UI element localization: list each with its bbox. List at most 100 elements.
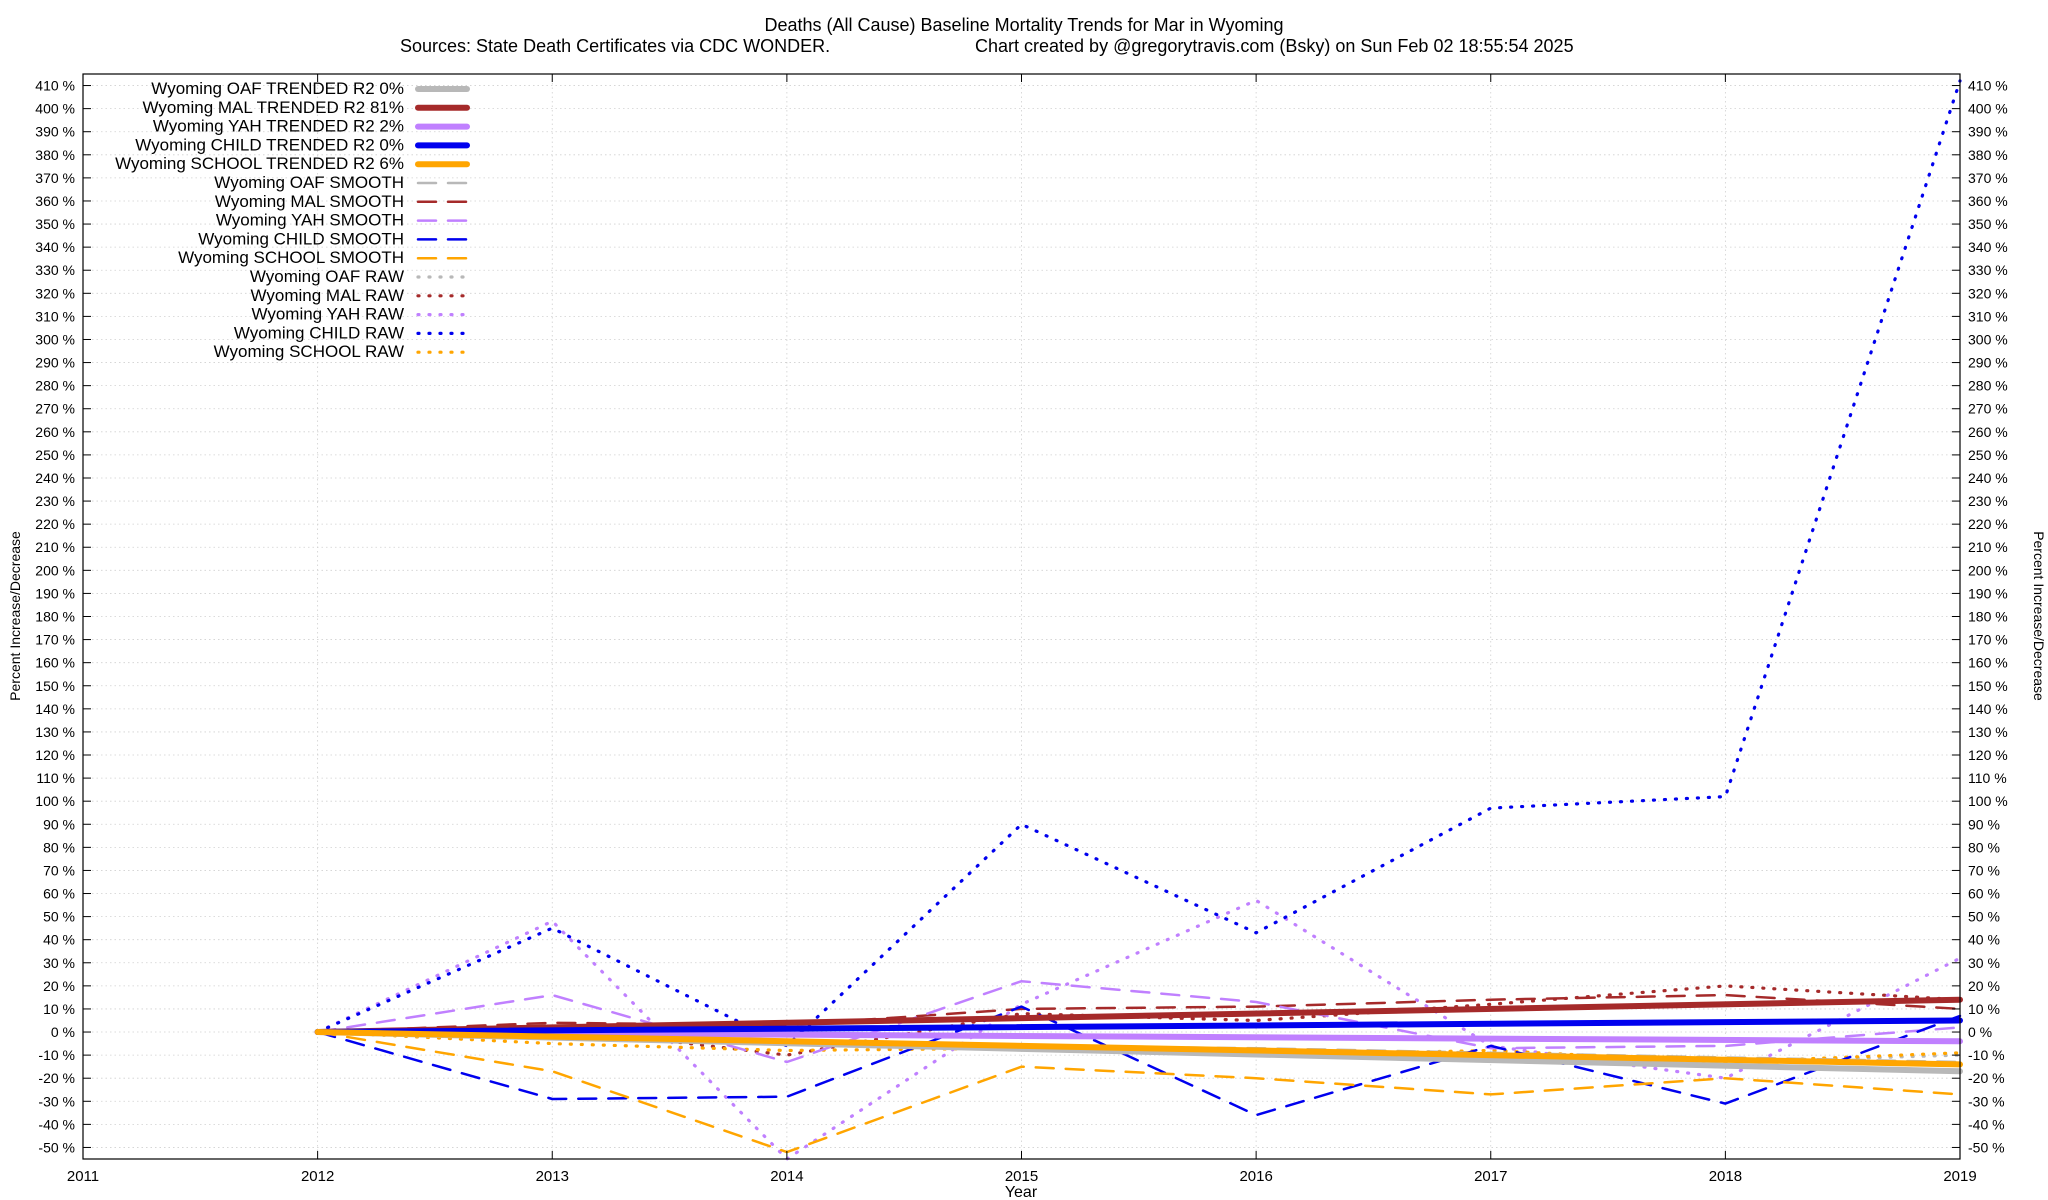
y-tick-label-right: 30 %: [1968, 955, 2000, 971]
y-tick-label: 10 %: [43, 1001, 75, 1017]
y-tick-label: 390 %: [35, 124, 75, 140]
y-tick-label-right: 20 %: [1968, 978, 2000, 994]
y-tick-label-right: 50 %: [1968, 909, 2000, 925]
y-tick-label-right: 200 %: [1968, 562, 2008, 578]
y-tick-label-right: 260 %: [1968, 424, 2008, 440]
series-line-2: [314, 1029, 1963, 1045]
y-tick-label-right: -10 %: [1968, 1047, 2005, 1063]
y-tick-label-right: 230 %: [1968, 493, 2008, 509]
legend-label: Wyoming CHILD SMOOTH: [198, 229, 404, 248]
y-tick-label: 370 %: [35, 170, 75, 186]
y-tick-label: 60 %: [43, 886, 75, 902]
y-tick-label: 290 %: [35, 355, 75, 371]
y-tick-label-right: 40 %: [1968, 932, 2000, 948]
y-tick-label: 180 %: [35, 609, 75, 625]
y-tick-label-right: 110 %: [1968, 770, 2007, 786]
y-tick-label-right: -50 %: [1968, 1139, 2005, 1155]
y-tick-label: 220 %: [35, 516, 75, 532]
y-tick-label-right: 370 %: [1968, 170, 2008, 186]
y-axis-label-right: Percent Increase/Decrease: [2031, 531, 2047, 701]
y-tick-label: -10 %: [38, 1047, 75, 1063]
y-tick-label-right: 350 %: [1968, 216, 2008, 232]
legend-label: Wyoming MAL SMOOTH: [215, 192, 404, 211]
y-tick-label-right: 300 %: [1968, 331, 2008, 347]
y-tick-label-right: 380 %: [1968, 147, 2008, 163]
series-line-13: [316, 79, 1962, 1048]
legend-label: Wyoming OAF SMOOTH: [214, 173, 404, 192]
chart-title: Deaths (All Cause) Baseline Mortality Tr…: [764, 15, 1283, 35]
y-tick-label: 280 %: [35, 378, 75, 394]
y-tick-label: 320 %: [35, 285, 75, 301]
y-tick-label: 230 %: [35, 493, 75, 509]
x-tick-label: 2015: [1005, 1168, 1038, 1185]
y-tick-label: 210 %: [35, 539, 75, 555]
y-tick-label: 120 %: [35, 747, 75, 763]
y-tick-label-right: 270 %: [1968, 401, 2008, 417]
legend-label: Wyoming OAF RAW: [250, 267, 404, 286]
y-tick-label: 240 %: [35, 470, 75, 486]
axis-ticks: 410 % 410 % 400 % 400 % 390 % 390 % 380 % 380 %…: [35, 74, 2008, 1185]
series-line-14: [316, 1030, 1962, 1064]
legend-label: Wyoming CHILD RAW: [234, 323, 404, 342]
y-tick-label-right: 280 %: [1968, 378, 2008, 394]
y-tick-label-right: 170 %: [1968, 632, 2008, 648]
y-tick-label: 110 %: [36, 770, 75, 786]
legend-label: Wyoming MAL TRENDED R2 81%: [142, 98, 404, 117]
x-tick-label: 2018: [1709, 1168, 1742, 1185]
legend: Wyoming OAF TRENDED R2 0%Wyoming MAL TRE…: [115, 79, 470, 361]
y-tick-label: 410 %: [35, 78, 75, 94]
y-tick-label: 140 %: [35, 701, 75, 717]
y-tick-label-right: 150 %: [1968, 678, 2008, 694]
chart-subtitle-right: Chart created by @gregorytravis.com (Bsk…: [975, 36, 1574, 56]
y-tick-label-right: 140 %: [1968, 701, 2008, 717]
y-tick-label-right: -30 %: [1968, 1093, 2005, 1109]
y-tick-label: 50 %: [43, 909, 75, 925]
legend-label: Wyoming CHILD TRENDED R2 0%: [135, 135, 404, 154]
y-tick-label: 160 %: [35, 655, 75, 671]
y-tick-label: 30 %: [43, 955, 75, 971]
y-tick-label-right: 190 %: [1968, 585, 2008, 601]
y-tick-label: 270 %: [35, 401, 75, 417]
y-tick-label-right: 320 %: [1968, 285, 2008, 301]
series-line-8: [316, 1005, 1962, 1117]
y-tick-label-right: 80 %: [1968, 839, 2000, 855]
y-tick-label-right: 120 %: [1968, 747, 2008, 763]
y-tick-label-right: 160 %: [1968, 655, 2008, 671]
y-tick-label: 330 %: [35, 262, 75, 278]
y-tick-label-right: 250 %: [1968, 447, 2008, 463]
x-axis-label: Year: [1005, 1184, 1038, 1200]
x-tick-label: 2011: [67, 1168, 99, 1185]
y-tick-label: 20 %: [43, 978, 75, 994]
y-tick-label-right: 310 %: [1968, 308, 2008, 324]
y-tick-label: 260 %: [35, 424, 75, 440]
legend-label: Wyoming SCHOOL SMOOTH: [178, 248, 404, 267]
x-tick-label: 2013: [536, 1168, 569, 1185]
legend-label: Wyoming SCHOOL TRENDED R2 6%: [115, 154, 404, 173]
chart-subtitle-left: Sources: State Death Certificates via CD…: [400, 36, 830, 56]
y-axis-label: Percent Increase/Decrease: [7, 531, 23, 701]
y-tick-label: 300 %: [35, 331, 75, 347]
y-tick-label: 340 %: [35, 239, 75, 255]
y-tick-label-right: 100 %: [1968, 793, 2008, 809]
y-tick-label-right: 60 %: [1968, 886, 2000, 902]
series-line-7: [316, 979, 1962, 1064]
series-line-9: [316, 1030, 1962, 1154]
series-layer: [314, 79, 1963, 1161]
y-tick-label-right: 210 %: [1968, 539, 2008, 555]
series-line-1: [314, 996, 1963, 1035]
series-line-12: [316, 898, 1962, 1161]
y-tick-label-right: 360 %: [1968, 193, 2008, 209]
y-tick-label: 100 %: [35, 793, 75, 809]
series-line-3: [314, 1017, 1963, 1035]
x-tick-label: 2012: [301, 1168, 334, 1185]
y-tick-label: 170 %: [35, 632, 75, 648]
y-tick-label: 380 %: [35, 147, 75, 163]
y-tick-label-right: 70 %: [1968, 862, 2000, 878]
y-tick-label: 80 %: [43, 839, 75, 855]
y-tick-label: 200 %: [35, 562, 75, 578]
y-tick-label: 150 %: [35, 678, 75, 694]
y-tick-label: 190 %: [35, 585, 75, 601]
legend-label: Wyoming MAL RAW: [251, 286, 405, 305]
x-tick-label: 2014: [770, 1168, 803, 1185]
